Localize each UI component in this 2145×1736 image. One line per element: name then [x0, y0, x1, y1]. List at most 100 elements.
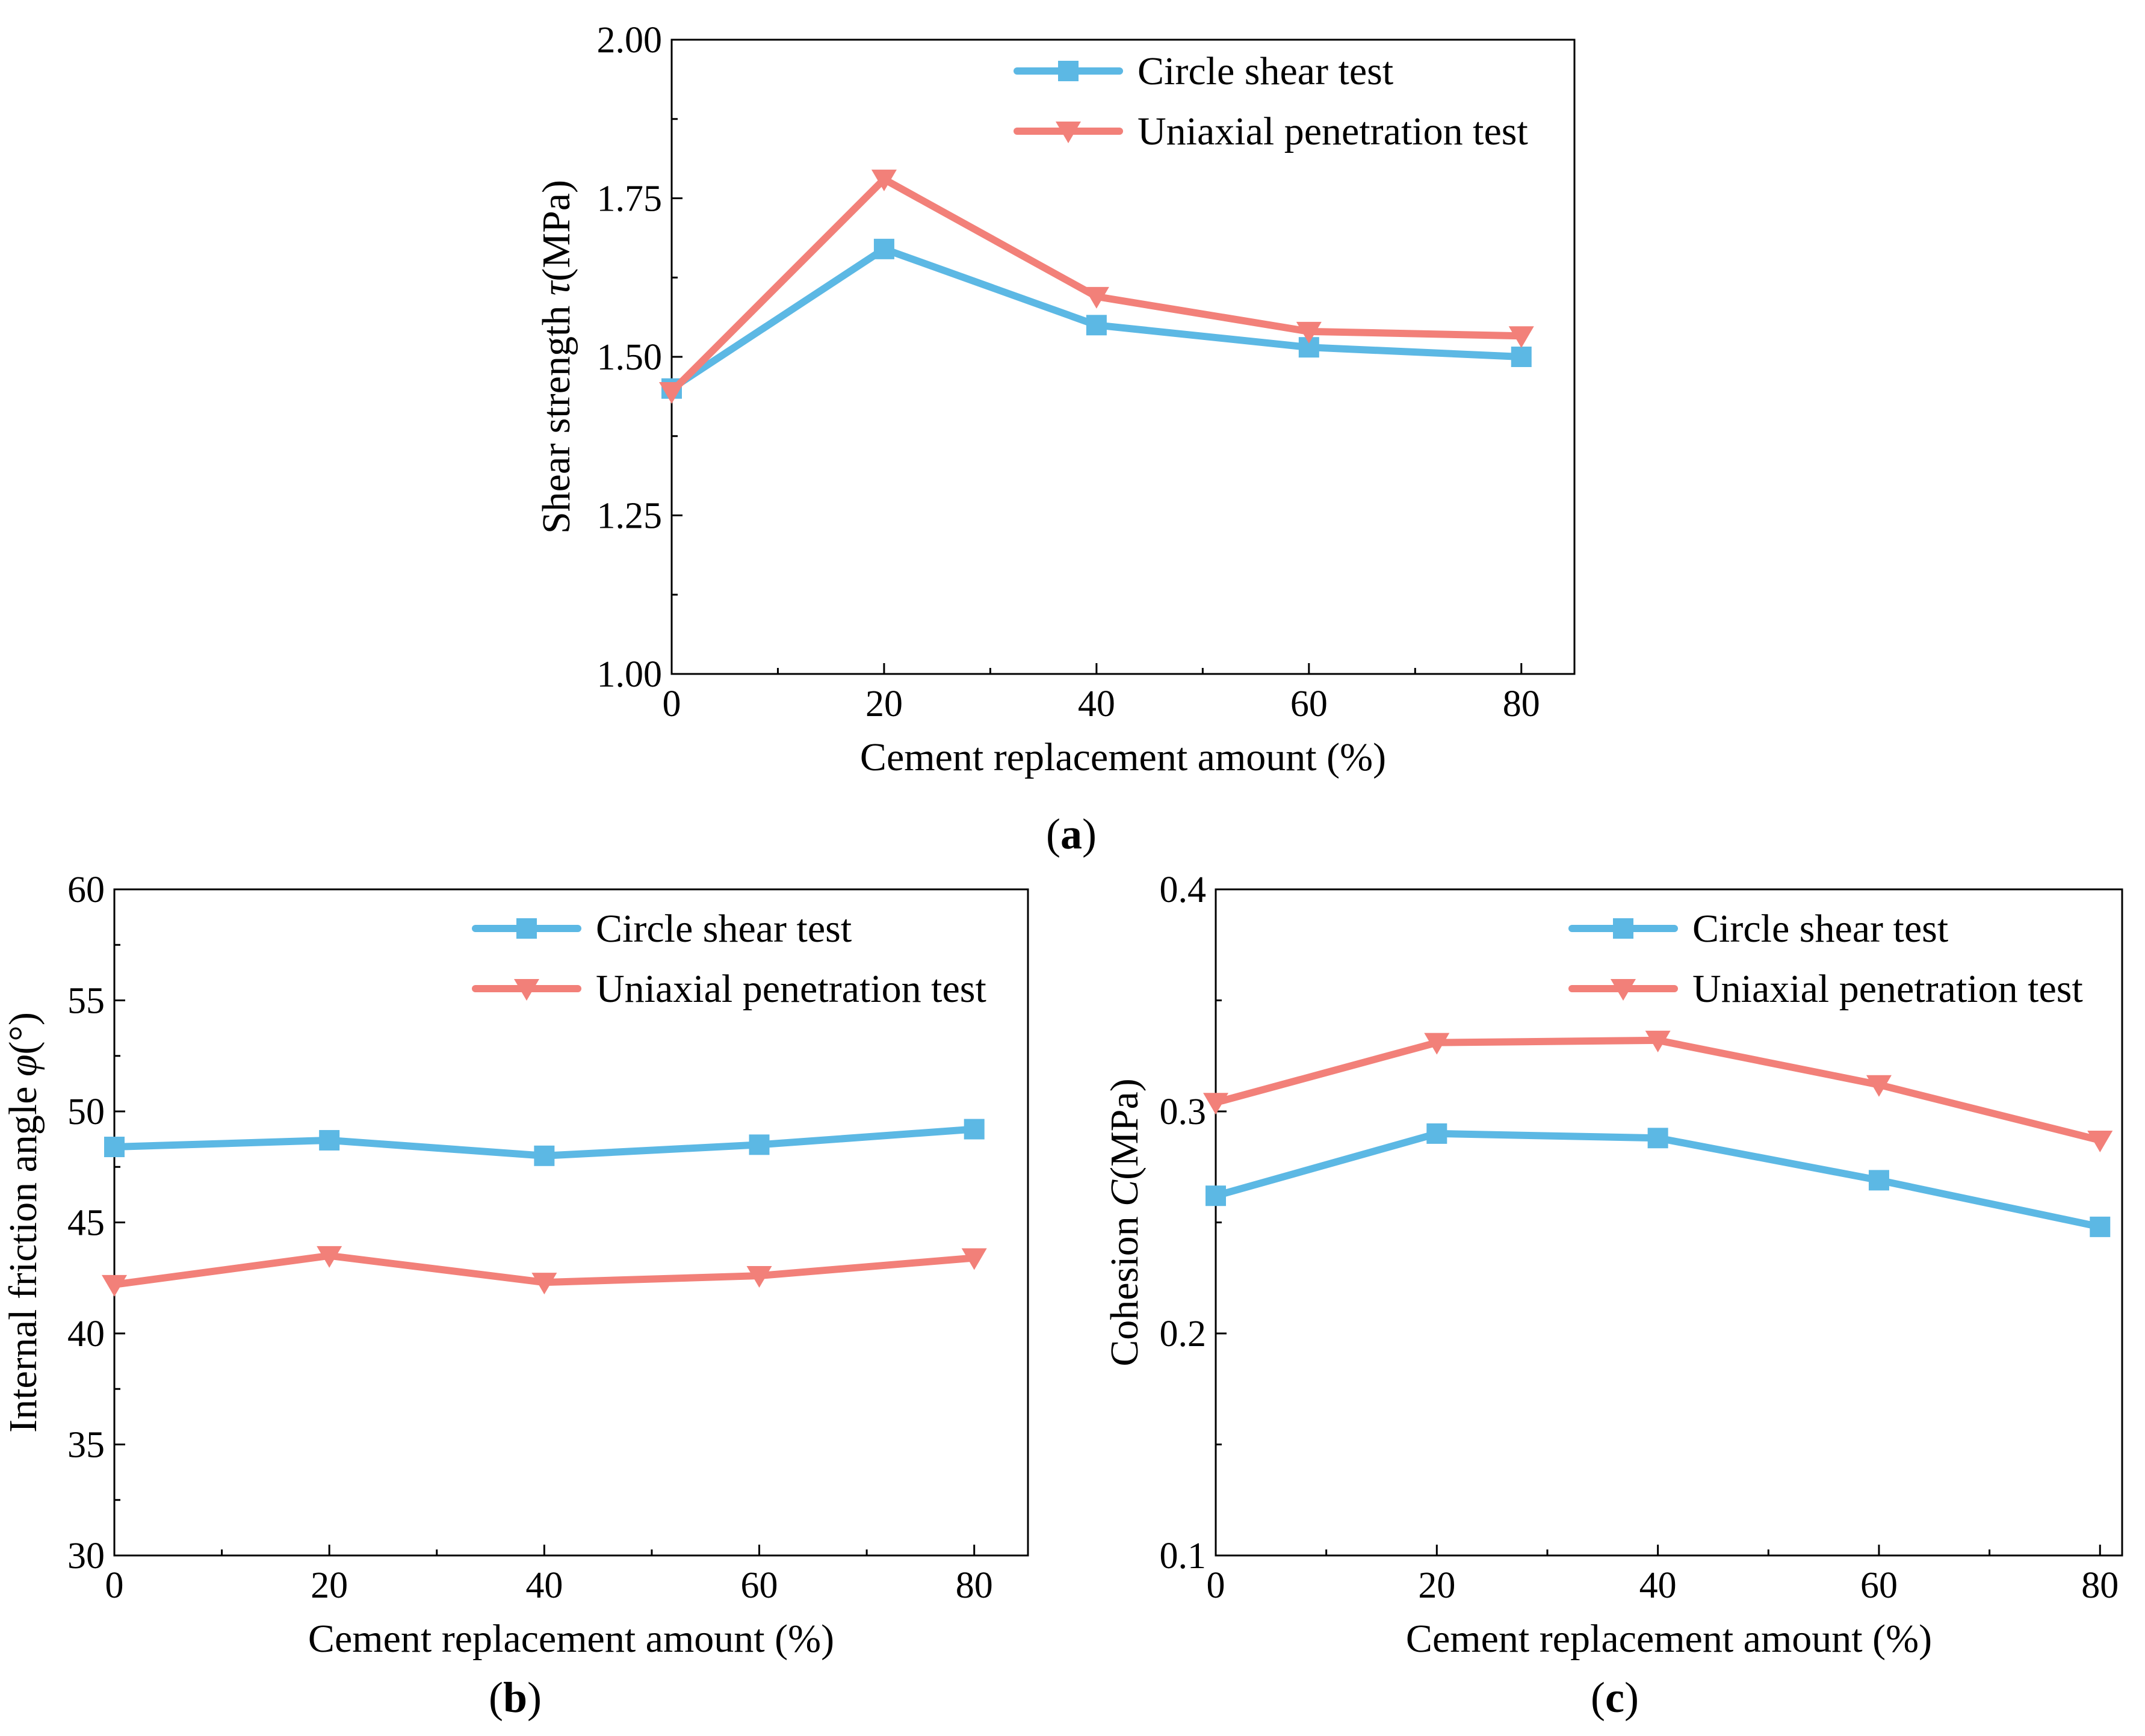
y-axis-title: Cohesion C(MPa): [1103, 1078, 1147, 1367]
panel-caption: (b): [489, 1673, 542, 1722]
series-2: [102, 1246, 987, 1297]
panel-caption-letter: b: [503, 1673, 527, 1722]
panel-caption-letter: c: [1605, 1673, 1624, 1722]
data-point: [964, 1119, 985, 1140]
y-tick-label: 40: [67, 1314, 105, 1355]
series-1: [1206, 1123, 2111, 1237]
series-1: [661, 238, 1532, 399]
y-tick-label: 1.50: [597, 337, 663, 378]
data-point: [749, 1134, 770, 1155]
legend: Circle shear test Uniaxial penetration te…: [472, 907, 986, 1011]
legend-marker: [1058, 61, 1079, 81]
legend-marker: [1611, 979, 1636, 1001]
legend-marker: [516, 918, 537, 939]
y-tick-label: 0.3: [1160, 1092, 1207, 1132]
legend-label: Circle shear test: [1692, 907, 1948, 951]
data-point: [871, 169, 897, 191]
legend-label: Circle shear test: [1138, 49, 1393, 93]
data-point: [1203, 1093, 1228, 1115]
data-point: [659, 381, 684, 404]
y-axis-title-unit: (°): [1, 1012, 45, 1054]
data-point: [1868, 1170, 1889, 1191]
y-axis-title-text: Shear strength: [534, 295, 578, 534]
panel-caption: (c): [1591, 1673, 1639, 1722]
data-point: [319, 1129, 340, 1151]
y-tick-label: 55: [67, 981, 105, 1022]
data-point: [1426, 1123, 1447, 1144]
x-tick-label: 0: [105, 1565, 124, 1606]
x-tick-label: 0: [1207, 1565, 1225, 1606]
x-tick-label: 80: [1503, 684, 1540, 724]
data-point: [531, 1273, 557, 1295]
series-line: [1212, 1036, 2104, 1144]
y-axis-title-symbol: φ: [1, 1054, 45, 1077]
y-tick-label: 1.25: [597, 496, 663, 537]
y-axis-title-symbol: τ: [534, 280, 578, 295]
x-tick-label: 60: [1290, 684, 1328, 724]
y-tick-label: 50: [67, 1092, 105, 1132]
x-axis-title: Cement replacement amount (%): [308, 1617, 834, 1661]
y-tick-label: 1.75: [597, 179, 663, 220]
y-tick-label: 35: [67, 1425, 105, 1466]
x-tick-label: 80: [2081, 1565, 2119, 1606]
x-tick-label: 20: [311, 1565, 348, 1606]
legend-label: Uniaxial penetration test: [1692, 967, 2083, 1011]
legend-label: Uniaxial penetration test: [596, 967, 986, 1011]
data-point: [534, 1145, 555, 1166]
y-tick-label: 45: [67, 1203, 105, 1244]
y-tick-label: 0.1: [1160, 1536, 1207, 1577]
x-tick-label: 60: [741, 1565, 778, 1606]
series-1: [104, 1119, 985, 1166]
data-point: [1083, 286, 1109, 309]
y-axis-title-text: Internal friction angle: [1, 1077, 45, 1433]
data-point: [1645, 1030, 1671, 1052]
x-tick-label: 40: [1639, 1565, 1677, 1606]
legend-label: Circle shear test: [596, 907, 852, 951]
y-tick-label: 0.4: [1160, 870, 1207, 910]
data-point: [1296, 321, 1322, 344]
y-axis-title-unit: (MPa): [1103, 1078, 1147, 1180]
data-point: [873, 238, 894, 259]
y-axis-title: Internal friction angle φ(°): [1, 1012, 45, 1433]
x-tick-label: 20: [865, 684, 903, 724]
chart-c: 0 20 40 60 80 0.1 0.2 0.3 0.4 Cement replacement …: [1103, 870, 2123, 1722]
y-tick-label: 1.00: [597, 654, 663, 695]
legend-label: Uniaxial penetration test: [1138, 110, 1528, 153]
data-point: [2087, 1130, 2113, 1152]
y-axis-title-text: Cohesion: [1103, 1206, 1147, 1367]
data-point: [961, 1248, 987, 1270]
y-tick-label: 0.2: [1160, 1314, 1207, 1355]
y-axis-title-unit: (MPa): [534, 180, 578, 282]
y-axis-title: Shear strength τ(MPa): [534, 180, 578, 534]
x-axis-title: Cement replacement amount (%): [1406, 1617, 1932, 1661]
y-tick-label: 30: [67, 1536, 105, 1577]
x-axis-title: Cement replacement amount (%): [860, 735, 1386, 779]
data-point: [746, 1266, 772, 1288]
series-2: [1203, 1030, 2113, 1152]
y-axis-title-symbol: C: [1103, 1179, 1147, 1206]
series-line: [668, 175, 1525, 395]
data-point: [1206, 1185, 1226, 1206]
panel-caption-letter: a: [1060, 810, 1082, 858]
x-tick-label: 60: [1860, 1565, 1898, 1606]
legend: Circle shear test Uniaxial penetration te…: [1014, 49, 1528, 153]
x-tick-label: 80: [956, 1565, 993, 1606]
x-tick-label: 0: [663, 684, 681, 724]
data-point: [1511, 347, 1532, 367]
data-point: [317, 1246, 342, 1268]
panel-caption: (a): [1046, 810, 1097, 858]
data-point: [1086, 315, 1107, 336]
y-tick-label: 60: [67, 870, 105, 910]
data-point: [104, 1137, 125, 1158]
data-point: [1424, 1033, 1450, 1055]
x-tick-label: 20: [1418, 1565, 1455, 1606]
y-tick-label: 2.00: [597, 20, 663, 61]
data-point: [1866, 1075, 1892, 1097]
x-tick-label: 40: [1078, 684, 1115, 724]
legend-marker: [514, 979, 539, 1001]
legend-marker: [1056, 122, 1081, 143]
data-point: [1508, 326, 1534, 348]
chart-a: 0 20 40 60 80 1.00 1.25 1.50 1.75 2.00 Cement repl…: [534, 20, 1576, 858]
chart-b: 0 20 40 60 80 30 35 40 45 50 55 60 Cement replacemen…: [1, 870, 1029, 1722]
